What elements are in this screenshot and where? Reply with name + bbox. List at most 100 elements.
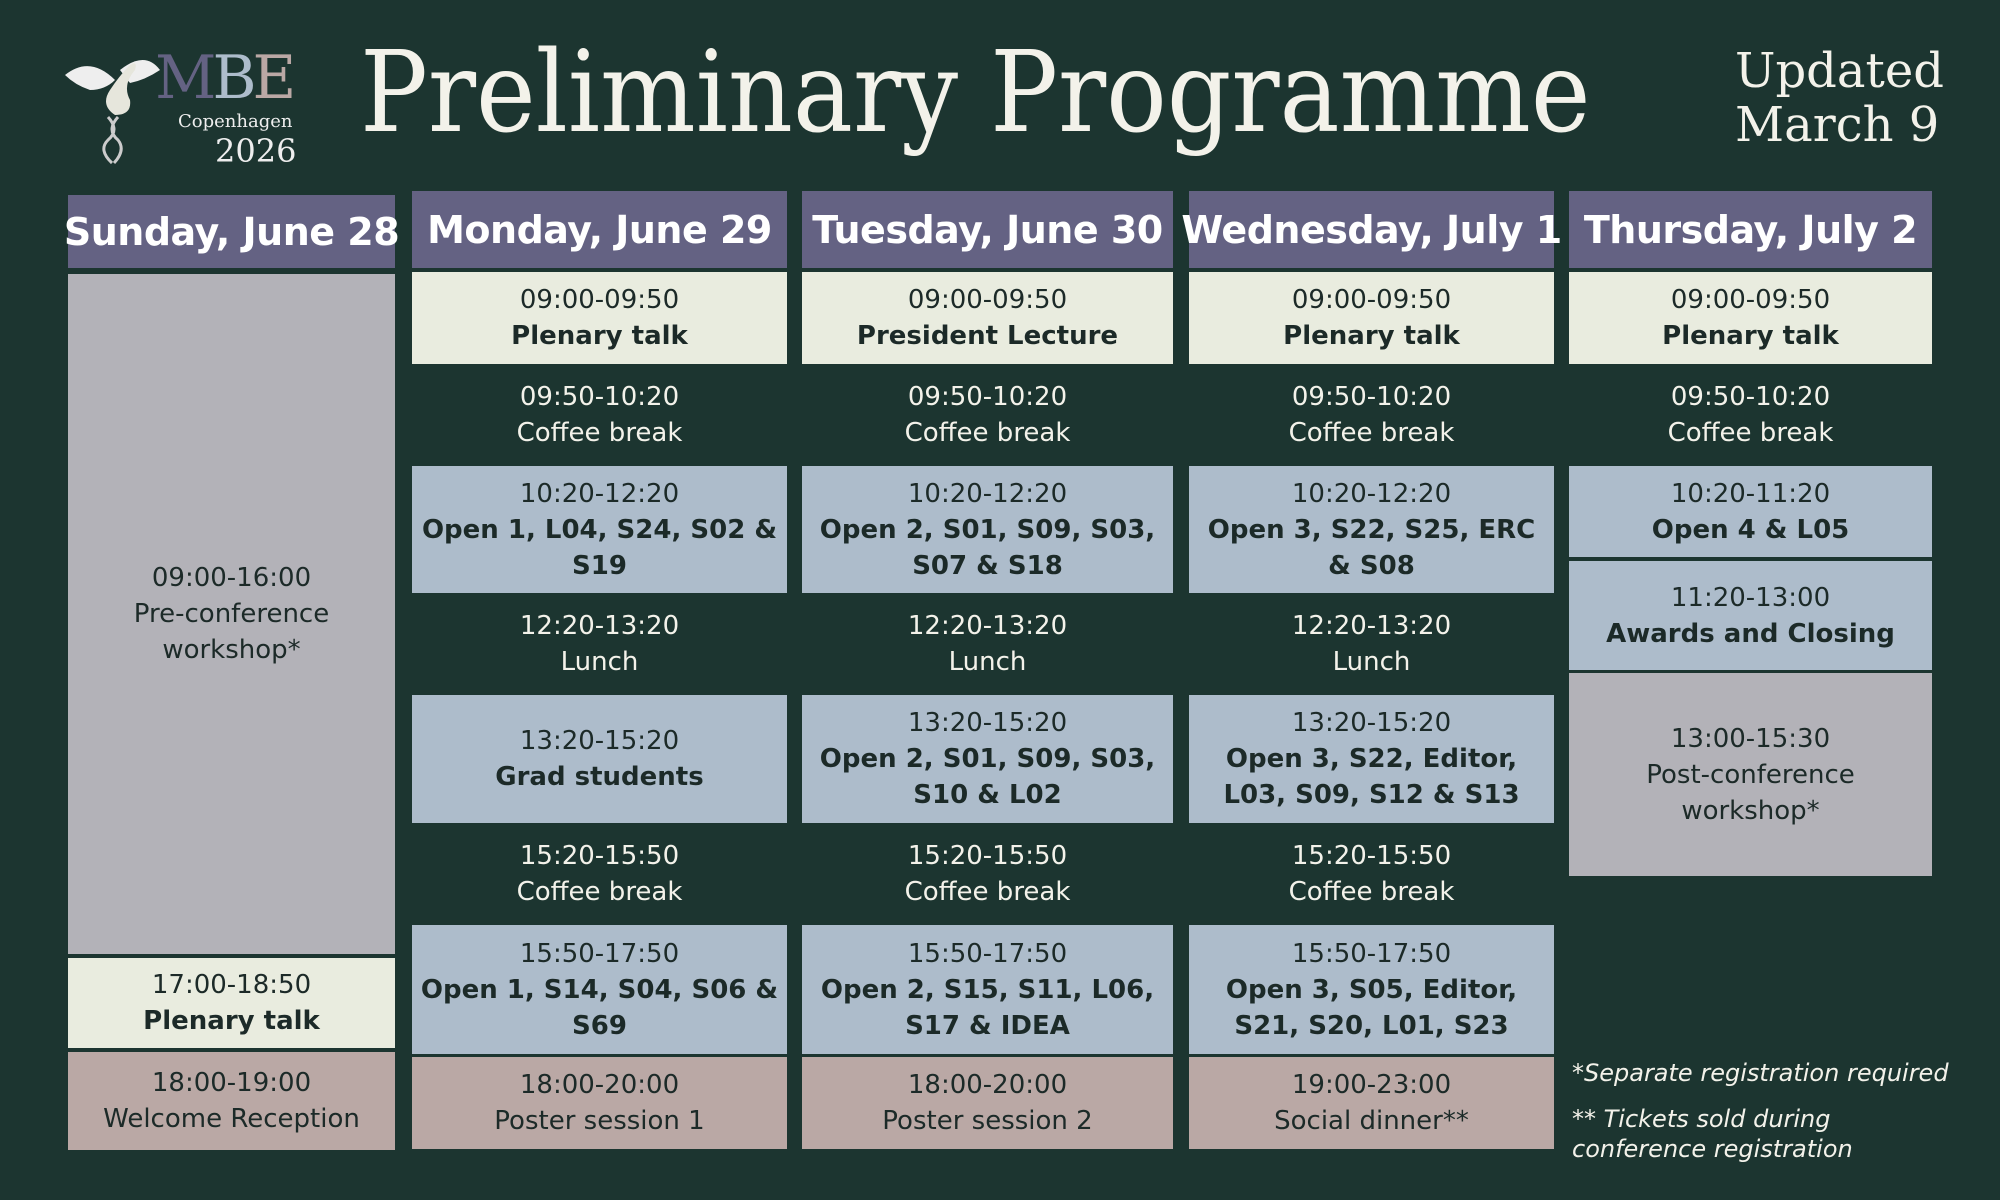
slot-time: 09:00-09:50 — [907, 285, 1068, 315]
slot-time: 10:20-12:20 — [907, 478, 1068, 509]
updated-date: Updated March 9 — [1735, 44, 1944, 152]
slot-time: 15:20-15:50 — [1291, 841, 1452, 871]
slot-time: 17:00-18:50 — [151, 970, 312, 1000]
slot-title: Open 2, S01, S09, S03, S07 & S18 — [819, 514, 1156, 581]
slot-time: 18:00-20:00 — [519, 1070, 680, 1100]
session-slot: 13:00-15:30 Post-conference workshop* — [1569, 673, 1932, 876]
slot-time: 15:20-15:50 — [519, 841, 680, 871]
day-header: Wednesday, July 1 — [1181, 191, 1562, 268]
slot-title: Open 3, S22, Editor, L03, S09, S12 & S13 — [1223, 744, 1520, 810]
session-slot: 19:00-23:00 Social dinner** — [1189, 1057, 1554, 1149]
session-slot: 09:00-09:50 President Lecture — [802, 272, 1173, 364]
logo-letters: MBE — [155, 43, 296, 113]
slot-time: 10:20-12:20 — [1291, 478, 1452, 509]
page-title: Preliminary Programme — [360, 28, 1591, 158]
slot-time: 09:50-10:20 — [519, 382, 680, 412]
slot-title: Pre-conference workshop* — [133, 599, 330, 665]
slot-title: Open 2, S15, S11, L06, S17 & IDEA — [820, 974, 1155, 1041]
session-slot: 15:20-15:50 Coffee break — [1189, 825, 1554, 923]
slot-title: Plenary talk — [1283, 321, 1460, 351]
slot-time: 09:50-10:20 — [1291, 382, 1452, 412]
slot-title: Lunch — [1332, 647, 1411, 677]
session-slot: 09:50-10:20 Coffee break — [412, 366, 787, 464]
session-slot: 17:00-18:50 Plenary talk — [68, 958, 395, 1048]
session-slot: 18:00-19:00 Welcome Reception — [68, 1052, 395, 1150]
slot-title: Open 3, S05, Editor, S21, S20, L01, S23 — [1225, 974, 1518, 1041]
slot-title: Lunch — [560, 647, 639, 677]
slot-time: 12:20-13:20 — [519, 611, 680, 641]
slot-title: Open 1, S14, S04, S06 & S69 — [420, 974, 779, 1041]
slot-title: Plenary talk — [143, 1006, 320, 1036]
slot-title: Open 3, S22, S25, ERC & S08 — [1207, 514, 1536, 581]
slot-title: Lunch — [948, 647, 1027, 677]
slot-time: 12:20-13:20 — [1291, 611, 1452, 641]
slot-title: Open 2, S01, S09, S03, S10 & L02 — [819, 744, 1156, 810]
slot-title: Social dinner** — [1274, 1106, 1469, 1136]
session-slot: 10:20-12:20 Open 3, S22, S25, ERC & S08 — [1189, 466, 1554, 593]
slot-title: Coffee break — [516, 418, 683, 448]
slot-title: Coffee break — [1288, 418, 1455, 448]
slot-time: 10:20-12:20 — [519, 478, 680, 509]
slot-time: 09:00-16:00 — [151, 563, 312, 593]
slot-time: 15:50-17:50 — [519, 938, 680, 969]
logo-year: 2026 — [215, 132, 297, 170]
slot-title: Plenary talk — [511, 321, 688, 351]
session-slot: 15:20-15:50 Coffee break — [802, 825, 1173, 923]
slot-title: Open 1, L04, S24, S02 & S19 — [421, 514, 778, 581]
mbe-logo: MBE Copenhagen 2026 — [60, 45, 300, 170]
session-slot: 09:50-10:20 Coffee break — [802, 366, 1173, 464]
footnote-tickets-line2: conference registration — [1572, 1135, 1853, 1163]
session-slot: 09:00-09:50 Plenary talk — [412, 272, 787, 364]
slot-time: 09:00-09:50 — [519, 285, 680, 315]
slot-time: 15:50-17:50 — [1291, 938, 1452, 969]
slot-time: 18:00-19:00 — [151, 1068, 312, 1098]
session-slot: 10:20-12:20 Open 1, L04, S24, S02 & S19 — [412, 466, 787, 593]
session-slot: 15:50-17:50 Open 3, S05, Editor, S21, S20… — [1189, 925, 1554, 1054]
session-slot: 09:50-10:20 Coffee break — [1189, 366, 1554, 464]
day-header: Sunday, June 28 — [64, 195, 400, 268]
slot-title: Coffee break — [1288, 877, 1455, 907]
session-slot: 09:00-16:00 Pre-conference workshop* — [68, 274, 395, 954]
slot-time: 13:20-15:20 — [519, 726, 680, 756]
slot-time: 09:50-10:20 — [1670, 382, 1831, 412]
slot-time: 18:00-20:00 — [907, 1070, 1068, 1100]
session-slot: 09:00-09:50 Plenary talk — [1569, 272, 1932, 364]
slot-title: Coffee break — [1667, 418, 1834, 448]
slot-title: Plenary talk — [1662, 321, 1839, 351]
session-slot: 18:00-20:00 Poster session 2 — [802, 1057, 1173, 1149]
session-slot: 13:20-15:20 Open 2, S01, S09, S03, S10 & … — [802, 695, 1173, 823]
slot-time: 19:00-23:00 — [1291, 1070, 1452, 1100]
logo-city: Copenhagen — [178, 111, 293, 132]
session-slot: 15:20-15:50 Coffee break — [412, 825, 787, 923]
slot-title: Coffee break — [904, 877, 1071, 907]
session-slot: 12:20-13:20 Lunch — [412, 595, 787, 693]
session-slot: 18:00-20:00 Poster session 1 — [412, 1057, 787, 1149]
slot-time: 15:50-17:50 — [907, 938, 1068, 969]
session-slot: 13:20-15:20 Open 3, S22, Editor, L03, S09… — [1189, 695, 1554, 823]
slot-title: Coffee break — [516, 877, 683, 907]
slot-title: Grad students — [495, 762, 704, 792]
slot-title: Poster session 2 — [882, 1106, 1093, 1136]
day-header: Tuesday, June 30 — [802, 191, 1173, 268]
slot-time: 12:20-13:20 — [907, 611, 1068, 641]
footnote-registration: *Separate registration required — [1572, 1059, 1949, 1087]
session-slot: 15:50-17:50 Open 1, S14, S04, S06 & S69 — [412, 925, 787, 1054]
session-slot: 11:20-13:00 Awards and Closing — [1569, 561, 1932, 670]
slot-title: Open 4 & L05 — [1651, 514, 1850, 545]
slot-time: 09:50-10:20 — [907, 382, 1068, 412]
footnote-tickets-line1: ** Tickets sold during — [1572, 1105, 1831, 1133]
footnote-tickets: ** Tickets sold during conference regist… — [1572, 1104, 1853, 1164]
slot-title: Post-conference workshop* — [1646, 759, 1855, 826]
session-slot: 15:50-17:50 Open 2, S15, S11, L06, S17 & … — [802, 925, 1173, 1054]
session-slot: 12:20-13:20 Lunch — [802, 595, 1173, 693]
day-header: Thursday, July 2 — [1569, 191, 1932, 268]
session-slot: 10:20-11:20 Open 4 & L05 — [1569, 466, 1932, 557]
slot-time: 13:20-15:20 — [1291, 708, 1452, 738]
updated-label: Updated — [1735, 43, 1944, 99]
slot-time: 09:00-09:50 — [1670, 285, 1831, 315]
slot-title: President Lecture — [856, 321, 1119, 351]
slot-time: 09:00-09:50 — [1291, 285, 1452, 315]
slot-time: 13:00-15:30 — [1670, 723, 1831, 754]
slot-title: Coffee break — [904, 418, 1071, 448]
slot-time: 15:20-15:50 — [907, 841, 1068, 871]
